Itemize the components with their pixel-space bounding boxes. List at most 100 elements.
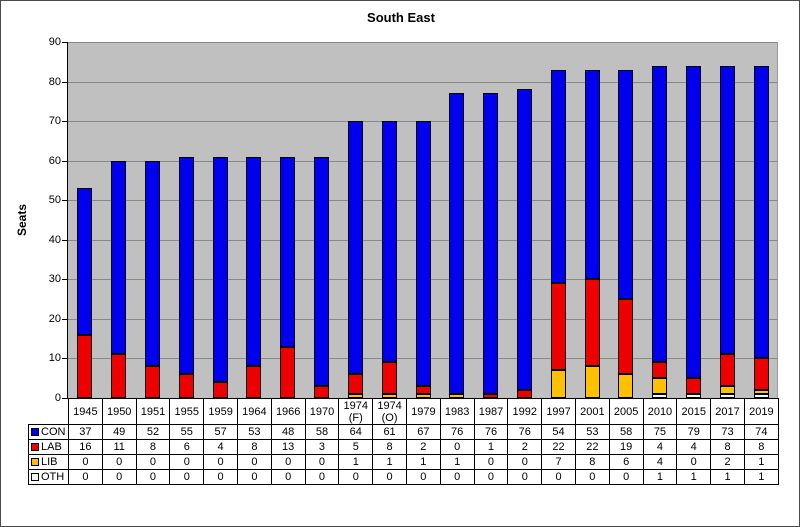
- value-cell-LAB-1992: 2: [507, 439, 543, 455]
- bar-segment-CON-2001: [584, 69, 600, 280]
- value-cell-LAB-1970: 3: [304, 439, 340, 455]
- bar-segment-CON-1951: [145, 160, 161, 367]
- bar-segment-LAB-1992: [516, 390, 532, 398]
- y-tick-mark-70: [62, 121, 67, 123]
- value-cell-LIB-1970: 0: [304, 454, 340, 470]
- bar-segment-LIB-1974 (F): [347, 394, 363, 398]
- bar-segment-LIB-1974 (O): [381, 394, 397, 398]
- value-cell-OTH-2001: 0: [574, 469, 610, 485]
- bar-segment-LAB-2015: [685, 378, 701, 395]
- bar-segment-LAB-2019: [753, 358, 769, 391]
- value-cell-CON-2005: 58: [608, 424, 644, 440]
- value-cell-CON-1974 (O): 61: [372, 424, 407, 440]
- year-header-2019: 2019: [743, 398, 779, 425]
- value-cell-CON-1955: 55: [169, 424, 205, 440]
- table-row-LAB: LAB 16 11 8 6 4 8 13 3 5 8 2 0 1 2 22 22 19 4 4 8 8: [28, 439, 779, 455]
- value-cell-CON-1974 (F): 64: [338, 424, 374, 440]
- year-header-1959: 1959: [203, 398, 238, 425]
- value-cell-LAB-1950: 11: [101, 439, 137, 455]
- bar-segment-CON-1959: [212, 156, 228, 383]
- value-cell-CON-1964: 53: [236, 424, 272, 440]
- value-cell-OTH-1987: 0: [473, 469, 509, 485]
- y-tick-label-80: 80: [48, 75, 61, 88]
- value-cell-OTH-2005: 0: [608, 469, 644, 485]
- bar-segment-CON-1950: [111, 160, 127, 355]
- year-header-1966: 1966: [270, 398, 306, 425]
- bar-segment-LAB-1970: [314, 386, 330, 398]
- value-cell-CON-2017: 73: [710, 424, 745, 440]
- legend-swatch-icon-OTH: [31, 473, 39, 481]
- value-cell-LAB-1974 (F): 5: [338, 439, 374, 455]
- value-cell-LAB-1997: 22: [541, 439, 576, 455]
- value-cell-LIB-1983: 1: [439, 454, 475, 470]
- value-cell-LIB-1966: 0: [270, 454, 306, 470]
- bar-segment-LIB-2005: [618, 374, 634, 398]
- y-tick-label-10: 10: [48, 352, 61, 365]
- bar-segment-CON-1987: [483, 93, 499, 395]
- bar-segment-OTH-2010: [652, 394, 668, 398]
- value-cell-LAB-1959: 4: [203, 439, 238, 455]
- bar-segment-CON-2005: [618, 69, 634, 300]
- value-cell-LAB-2001: 22: [574, 439, 610, 455]
- value-cell-LAB-1966: 13: [270, 439, 306, 455]
- bar-segment-LAB-1966: [280, 346, 296, 398]
- value-cell-CON-2010: 75: [642, 424, 678, 440]
- legend-key-CON: CON: [28, 424, 69, 440]
- bar-segment-LIB-2019: [753, 390, 769, 395]
- value-cell-CON-1970: 58: [304, 424, 340, 440]
- value-cell-OTH-1950: 0: [101, 469, 137, 485]
- y-tick-label-90: 90: [48, 36, 61, 48]
- value-cell-LIB-2015: 0: [676, 454, 712, 470]
- bar-segment-CON-1964: [246, 156, 262, 367]
- value-cell-LAB-1955: 6: [169, 439, 205, 455]
- y-tick-mark-30: [62, 279, 67, 281]
- bar-segment-LAB-2005: [618, 299, 634, 375]
- legend-label-OTH: OTH: [41, 471, 65, 483]
- value-cell-OTH-1945: 0: [68, 469, 103, 485]
- year-header-2017: 2017: [710, 398, 745, 425]
- year-header-2015: 2015: [676, 398, 712, 425]
- value-cell-CON-1997: 54: [541, 424, 576, 440]
- y-tick-label-20: 20: [48, 312, 61, 325]
- legend-key-OTH: OTH: [28, 469, 69, 485]
- value-cell-LIB-1964: 0: [236, 454, 272, 470]
- year-header-1951: 1951: [135, 398, 171, 425]
- bar-segment-CON-2019: [753, 65, 769, 359]
- year-header-1987: 1987: [473, 398, 509, 425]
- value-cell-OTH-1997: 0: [541, 469, 576, 485]
- year-header-2001: 2001: [574, 398, 610, 425]
- bar-segment-LAB-1950: [111, 354, 127, 398]
- year-header-1997: 1997: [541, 398, 576, 425]
- value-cell-LIB-2005: 6: [608, 454, 644, 470]
- plot-area: [68, 42, 778, 398]
- year-header-1964: 1964: [236, 398, 272, 425]
- value-cell-CON-1945: 37: [68, 424, 103, 440]
- value-cell-CON-1987: 76: [473, 424, 509, 440]
- y-tick-label-0: 0: [54, 392, 61, 404]
- value-cell-OTH-1983: 0: [439, 469, 475, 485]
- bar-segment-LIB-1983: [449, 394, 465, 398]
- legend-swatch-icon-LAB: [31, 443, 39, 451]
- y-tick-mark-90: [62, 42, 67, 43]
- value-cell-OTH-2017: 1: [710, 469, 745, 485]
- bar-segment-CON-1997: [550, 69, 566, 284]
- table-row-CON: CON 37 49 52 55 57 53 48 58 64 61 67 76 76 76 54 53 58 75 7…: [28, 424, 779, 440]
- year-header-1950: 1950: [101, 398, 137, 425]
- y-tick-mark-80: [62, 81, 67, 83]
- value-cell-LIB-1974 (O): 1: [372, 454, 407, 470]
- value-cell-CON-1951: 52: [135, 424, 171, 440]
- legend-label-CON: CON: [41, 426, 66, 438]
- bar-segment-CON-1945: [77, 188, 93, 335]
- data-table: 1945 1950 1951 1955 1959 1964 1966 1970 1974 (F)…: [28, 398, 779, 485]
- value-cell-CON-2019: 74: [743, 424, 779, 440]
- value-cell-LIB-1987: 0: [473, 454, 509, 470]
- value-cell-LIB-2001: 8: [574, 454, 610, 470]
- value-cell-LIB-1959: 0: [203, 454, 238, 470]
- value-cell-LIB-1979: 1: [405, 454, 441, 470]
- value-cell-LAB-1983: 0: [439, 439, 475, 455]
- year-header-1974 (F): 1974 (F): [338, 398, 374, 425]
- chart-title: South East: [367, 10, 435, 25]
- bar-segment-CON-1992: [516, 89, 532, 391]
- value-cell-LIB-1997: 7: [541, 454, 576, 470]
